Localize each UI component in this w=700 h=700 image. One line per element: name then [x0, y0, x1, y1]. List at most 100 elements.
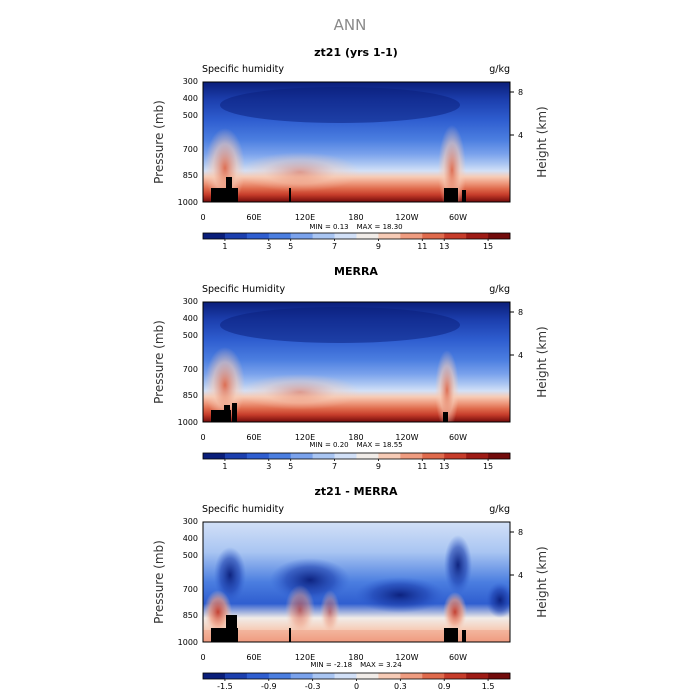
panel-3-xtick: 0 [200, 653, 205, 662]
colorbar-label: 1 [222, 242, 227, 251]
panel-3-xtick: 60W [449, 653, 467, 662]
panel-3-ytick: 300 [183, 517, 198, 526]
panel-2-colorbar: 1 3 5 7 9 11 13 15 [202, 452, 511, 471]
colorbar-label: 15 [483, 242, 493, 251]
panel-1-xtick: 120W [395, 213, 418, 222]
panel-1-plume-pacific [240, 152, 360, 192]
colorbar-label: 13 [439, 242, 449, 251]
panel-2-dry-upper [220, 307, 460, 343]
colorbar-swatch [488, 453, 511, 459]
colorbar-swatch [268, 453, 292, 459]
panel-3-moist-anom [320, 590, 340, 634]
colorbar-label: 0.9 [438, 682, 451, 691]
panel-3-moist-anom [443, 592, 467, 632]
colorbar-swatch [268, 673, 292, 679]
colorbar-label: 11 [417, 462, 427, 471]
colorbar-swatch [290, 453, 313, 459]
panel-3-ylabel: Pressure (mb) [152, 540, 166, 624]
colorbar-label: -0.9 [261, 682, 277, 691]
colorbar-label: -0.3 [305, 682, 321, 691]
colorbar-swatch [444, 673, 467, 679]
panel-3-ytick: 400 [183, 534, 198, 543]
colorbar-label: 0.3 [394, 682, 407, 691]
colorbar-label: 9 [376, 462, 381, 471]
panel-2-plot-area [203, 302, 510, 422]
panel-3-dry-anom [355, 577, 445, 613]
colorbar-swatch [488, 673, 511, 679]
panel-3-plot-area [203, 522, 510, 642]
panel-1-ytick: 700 [183, 145, 198, 154]
colorbar-label: 15 [483, 462, 493, 471]
colorbar-swatch [290, 233, 313, 239]
colorbar-label: 1 [222, 462, 227, 471]
colorbar-label: 5 [288, 462, 293, 471]
panel-2-xtick: 60W [449, 433, 467, 442]
panel-2-ytick: 400 [183, 314, 198, 323]
colorbar-label: 1.5 [482, 682, 495, 691]
colorbar-swatch [224, 673, 248, 679]
panel-1-ytick: 1000 [178, 198, 198, 207]
panel-3-ytick: 500 [183, 551, 198, 560]
panel-3-ytick: 1000 [178, 638, 198, 647]
panel-2-xtick: 60E [246, 433, 261, 442]
panel-2-y-axis: 300 400 500 700 850 1000 Pressure (mb) [152, 297, 198, 427]
colorbar-swatch [203, 453, 226, 459]
colorbar-label: 7 [332, 242, 337, 251]
panel-3-variable-label: Specific humidity [202, 504, 284, 515]
colorbar-swatch [356, 233, 379, 239]
colorbar-label: 3 [266, 242, 271, 251]
colorbar-label: 11 [417, 242, 427, 251]
panel-3-terrain [211, 615, 466, 642]
panel-2-y2-axis: 8 4 Height (km) [510, 308, 549, 398]
panel-1: zt21 (yrs 1-1) Specific humidity g/kg 30… [152, 46, 549, 251]
panel-3-xtick: 180 [348, 653, 363, 662]
colorbar-swatch [378, 453, 401, 459]
panel-3-ytick: 850 [183, 611, 198, 620]
panel-2-y2label: Height (km) [535, 326, 549, 397]
panel-1-xtick: 0 [200, 213, 205, 222]
colorbar-swatch [203, 673, 226, 679]
panel-1-y-axis: 300 400 500 700 850 1000 Pressure (mb) [152, 77, 198, 207]
colorbar-swatch [312, 673, 335, 679]
panel-3: zt21 - MERRA Specific humidity g/kg [152, 485, 549, 691]
panel-3-colorbar: -1.5 -0.9 -0.3 0 0.3 0.9 1.5 [202, 672, 511, 691]
panel-1-x-axis: 0 60E 120E 180 120W 60W [200, 213, 467, 222]
colorbar-swatch [400, 233, 423, 239]
panel-3-moist-anom [285, 585, 315, 635]
panel-1-units-label: g/kg [489, 64, 510, 75]
panel-1-minmax: MIN = 0.13 MAX = 18.30 [309, 223, 402, 231]
panel-3-minmax: MIN = -2.18 MAX = 3.24 [310, 661, 402, 669]
colorbar-frame [202, 452, 511, 460]
panel-1-colorbar: 1 3 5 7 9 11 13 15 [202, 232, 511, 251]
colorbar-label: -1.5 [217, 682, 233, 691]
colorbar-swatch [356, 453, 379, 459]
colorbar-swatch [334, 453, 357, 459]
colorbar-swatch [422, 453, 445, 459]
panel-2-ylabel: Pressure (mb) [152, 320, 166, 404]
panel-3-xtick: 120E [295, 653, 315, 662]
colorbar-swatch [356, 673, 379, 679]
panel-3-xtick: 60E [246, 653, 261, 662]
panel-2-frame [202, 301, 511, 423]
panel-1-y2tick: 8 [518, 88, 523, 97]
panel-1-y2tick: 4 [518, 131, 523, 140]
colorbar-swatch [334, 233, 357, 239]
panel-2-plume-pacific [240, 374, 360, 410]
panel-1-y2label: Height (km) [535, 106, 549, 177]
colorbar-swatch [334, 673, 357, 679]
colorbar-frame [202, 232, 511, 240]
colorbar-swatch [246, 233, 270, 239]
panel-1-title: zt21 (yrs 1-1) [314, 46, 398, 59]
colorbar-swatch [268, 233, 292, 239]
panel-3-y2tick: 8 [518, 528, 523, 537]
panel-2-variable-label: Specific Humidity [202, 284, 285, 295]
colorbar-swatch [246, 673, 270, 679]
panel-1-y2-axis: 8 4 Height (km) [510, 88, 549, 178]
panel-1-xtick: 180 [348, 213, 363, 222]
colorbar-swatch [203, 233, 226, 239]
panel-1-ytick: 850 [183, 171, 198, 180]
panel-2-terrain [211, 403, 448, 422]
colorbar-swatch [400, 453, 423, 459]
colorbar-label: 5 [288, 242, 293, 251]
colorbar-swatch [312, 453, 335, 459]
